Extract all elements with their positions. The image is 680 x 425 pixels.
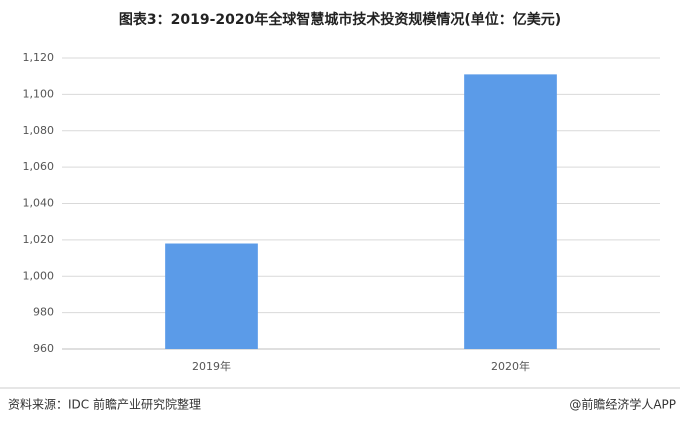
bar: [464, 74, 557, 350]
chart-title: 图表3：2019-2020年全球智慧城市技术投资规模情况(单位：亿美元): [119, 11, 561, 28]
y-tick-label: 1,020: [23, 233, 55, 246]
y-tick-label: 1,000: [23, 269, 55, 282]
y-tick-label: 980: [33, 306, 54, 319]
y-tick-label: 1,100: [23, 87, 55, 100]
y-tick-label: 1,120: [23, 51, 55, 64]
y-tick-label: 1,040: [23, 197, 55, 210]
y-tick-label: 1,060: [23, 160, 55, 173]
y-tick-label: 960: [33, 342, 54, 355]
credit: @前瞻经济学人APP: [569, 397, 676, 412]
x-tick-label: 2019年: [192, 359, 231, 373]
y-tick-label: 1,080: [23, 124, 55, 137]
source-note: 资料来源：IDC 前瞻产业研究院整理: [8, 397, 201, 412]
x-tick-label: 2020年: [491, 359, 530, 373]
bar: [165, 243, 258, 349]
